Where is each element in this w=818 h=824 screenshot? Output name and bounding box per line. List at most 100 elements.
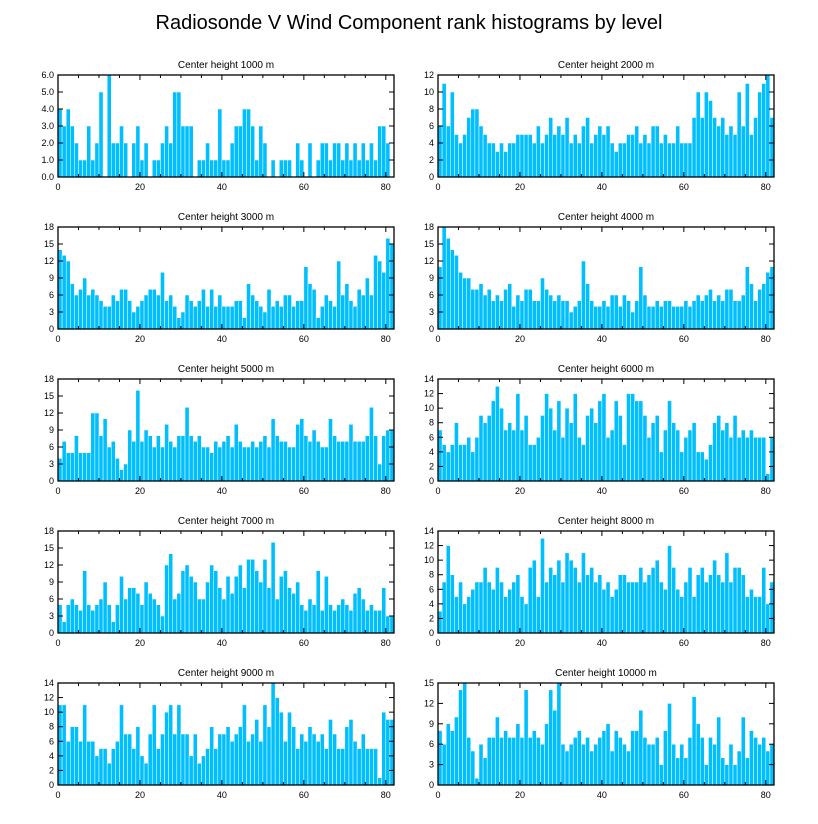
axes: 0 20 40 60 80 0 3 6 9 12 15 18 <box>44 222 394 344</box>
bar <box>708 574 713 634</box>
bar <box>531 142 537 178</box>
bar <box>315 159 321 178</box>
bar <box>503 429 508 482</box>
y-tick-label: 0 <box>429 324 434 334</box>
bar <box>344 283 350 330</box>
bar <box>217 733 223 786</box>
bar <box>201 598 206 634</box>
bar <box>478 581 484 634</box>
bar <box>197 435 202 482</box>
bar <box>568 559 574 634</box>
bar <box>577 730 582 786</box>
bar <box>197 762 202 786</box>
panel-7: Center height 7000 m 0 20 40 60 80 0 3 6 9 12 15 18 <box>44 516 395 648</box>
bar <box>556 294 562 330</box>
bar <box>307 726 313 786</box>
bar <box>238 726 243 786</box>
bar <box>143 581 149 634</box>
bar <box>233 576 239 634</box>
bar <box>478 283 484 330</box>
bar <box>577 142 582 178</box>
bar <box>753 737 758 786</box>
bar <box>441 83 447 178</box>
bar <box>450 249 455 330</box>
bar <box>78 159 83 178</box>
bar <box>622 444 627 482</box>
y-tick-label: 10 <box>424 555 434 565</box>
bar <box>499 581 504 634</box>
bar <box>663 589 668 634</box>
bar <box>466 117 472 178</box>
bar <box>683 581 689 634</box>
bar <box>324 142 329 178</box>
bar <box>274 300 280 330</box>
bar <box>482 294 488 330</box>
bar <box>659 581 664 634</box>
bar <box>188 435 194 482</box>
bar <box>552 574 558 634</box>
bar <box>531 444 537 482</box>
bar <box>720 757 726 786</box>
bar <box>450 91 455 178</box>
bar <box>605 306 611 330</box>
bar <box>478 125 484 178</box>
bar <box>299 300 305 330</box>
bar <box>642 737 648 786</box>
bar <box>315 317 321 330</box>
bar <box>495 386 500 482</box>
bar <box>336 604 341 634</box>
bar <box>356 587 362 634</box>
y-tick-label: 0 <box>49 476 54 486</box>
bar <box>646 306 652 330</box>
bar <box>507 589 513 634</box>
bar <box>486 581 492 634</box>
bar <box>458 272 463 330</box>
bar <box>511 306 517 330</box>
bar <box>695 451 701 482</box>
bar <box>279 711 284 786</box>
bar <box>519 134 525 178</box>
bar <box>123 289 128 330</box>
bar <box>638 142 644 178</box>
bar <box>638 400 644 482</box>
bar <box>102 306 108 330</box>
bar <box>699 117 705 178</box>
bar <box>495 567 500 634</box>
bar <box>491 737 496 786</box>
bar <box>156 294 161 330</box>
bar <box>213 306 219 330</box>
bar <box>466 277 472 330</box>
y-tick-label: 12 <box>44 256 54 266</box>
bar <box>712 422 717 482</box>
bar <box>507 422 513 482</box>
figure-title: Radiosonde V Wind Component rank histogr… <box>156 12 663 34</box>
bar <box>168 441 173 482</box>
bar <box>613 730 619 786</box>
bar <box>454 596 459 634</box>
bar <box>229 142 235 178</box>
bar <box>540 415 545 482</box>
bar <box>486 415 492 482</box>
bar <box>143 429 149 482</box>
bar <box>65 452 71 482</box>
bar <box>704 91 709 178</box>
y-tick-label: 14 <box>424 374 434 384</box>
bar <box>86 294 92 330</box>
bar <box>654 737 660 786</box>
bar <box>601 730 607 786</box>
panel-title: Center height 5000 m <box>178 364 274 375</box>
bar <box>634 581 640 634</box>
bar <box>728 289 734 330</box>
bar <box>499 737 504 786</box>
bar <box>242 587 247 634</box>
bar <box>659 306 664 330</box>
bar <box>687 142 693 178</box>
bar <box>180 311 186 330</box>
x-tick-label: 60 <box>299 790 309 800</box>
bar <box>474 581 480 634</box>
bar <box>98 91 104 178</box>
bar <box>82 159 87 178</box>
bar <box>102 418 108 482</box>
panel-3: Center height 3000 m 0 20 40 60 80 0 3 6 9 12 15 18 <box>44 212 395 344</box>
bar <box>478 743 484 786</box>
